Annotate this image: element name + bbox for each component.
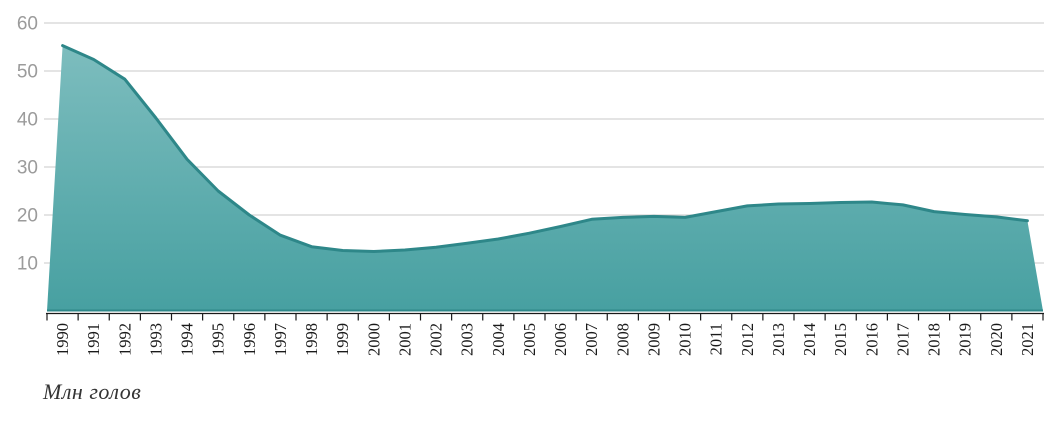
y-axis-caption: Млн голов <box>43 379 142 404</box>
x-axis-year-label: 2001 <box>395 323 414 356</box>
x-axis-year-label: 2012 <box>738 323 757 356</box>
x-axis-year-label: 2014 <box>800 323 819 356</box>
x-axis-year-label: 2011 <box>707 323 726 355</box>
x-axis-year-label: 2004 <box>489 323 508 356</box>
y-axis-tick-label: 30 <box>17 158 38 179</box>
x-axis-year-label: 2020 <box>987 323 1006 356</box>
y-axis-tick-label: 20 <box>17 206 38 227</box>
x-axis-year-label: 2003 <box>458 323 477 356</box>
trend-line <box>61 44 1029 253</box>
area-fill <box>47 45 1043 311</box>
x-axis-year-label: 2013 <box>769 323 788 356</box>
y-axis-tick-label: 60 <box>17 14 38 35</box>
x-axis-year-label: 1994 <box>178 323 197 356</box>
x-axis-year-label: 2021 <box>1018 323 1037 356</box>
x-axis-year-label: 1996 <box>240 323 259 356</box>
x-axis-year-label: 2007 <box>582 323 601 356</box>
x-axis-year-label: 2008 <box>613 323 632 356</box>
x-axis-year-label: 1999 <box>333 323 352 356</box>
x-axis-year-label: 1991 <box>84 323 103 356</box>
x-axis-year-label: 2016 <box>862 323 881 356</box>
x-axis-year-label: 1997 <box>271 323 290 356</box>
x-axis-year-label: 1998 <box>302 323 321 356</box>
x-axis-year-label: 2019 <box>956 323 975 356</box>
x-axis-year-label: 2017 <box>893 323 912 356</box>
x-axis-year-label: 2010 <box>676 323 695 356</box>
x-axis-year-label: 1995 <box>209 323 228 356</box>
x-axis-year-label: 2006 <box>551 323 570 356</box>
x-axis-year-label: 2018 <box>925 323 944 356</box>
y-axis-tick-label: 40 <box>17 110 38 131</box>
x-axis-year-label: 2015 <box>831 323 850 356</box>
x-axis-year-label: 2000 <box>364 323 383 356</box>
x-axis-year-label: 1992 <box>115 323 134 356</box>
x-axis-year-label: 2009 <box>644 323 663 356</box>
y-axis-tick-label: 50 <box>17 62 38 83</box>
x-axis-year-label: 2002 <box>427 323 446 356</box>
x-axis-year-label: 2005 <box>520 323 539 356</box>
x-axis-year-label: 1990 <box>53 323 72 356</box>
y-axis-tick-label: 10 <box>17 254 38 275</box>
x-axis-year-label: 1993 <box>146 323 165 356</box>
